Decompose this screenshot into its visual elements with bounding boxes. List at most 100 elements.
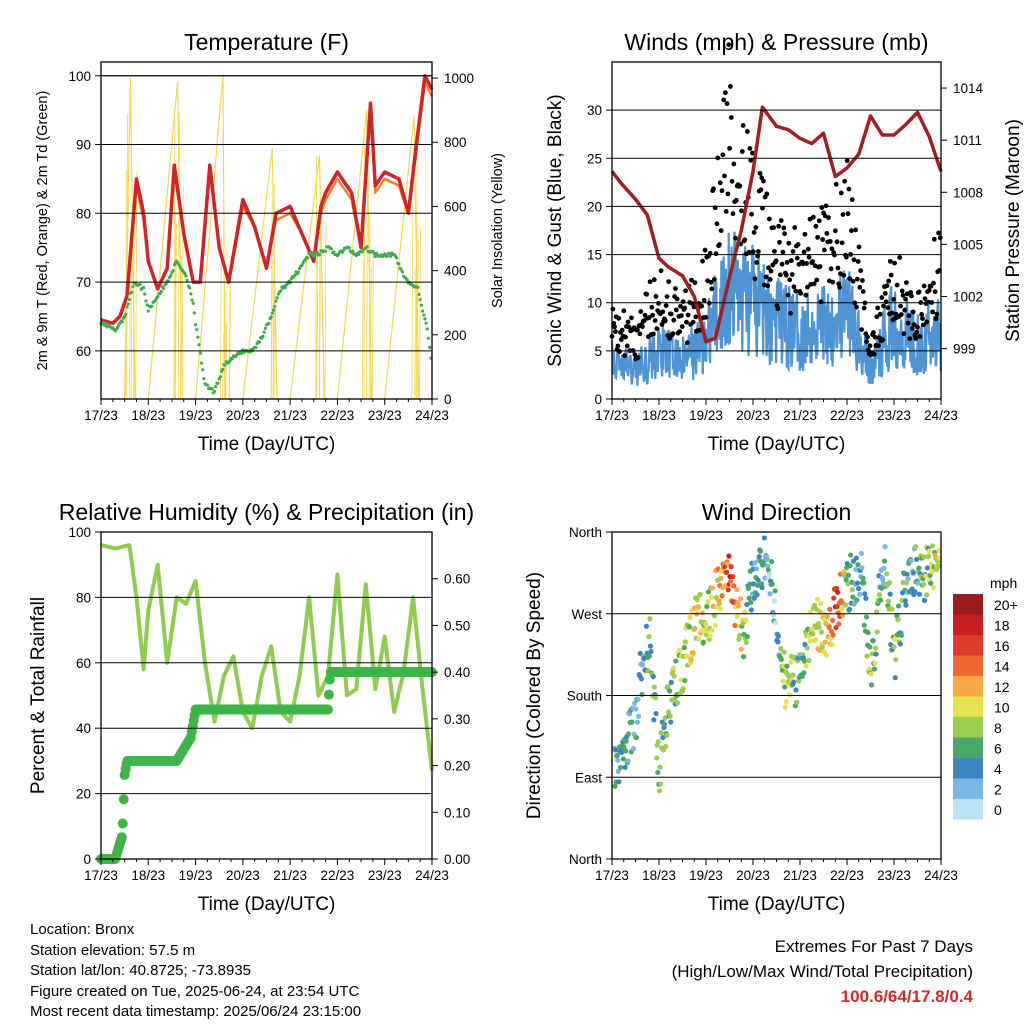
direction-point bbox=[895, 617, 901, 623]
direction-point bbox=[780, 678, 786, 684]
dewpoint-point bbox=[271, 308, 276, 312]
gust-point bbox=[640, 324, 645, 330]
y-right-tick-label: 0.20 bbox=[444, 759, 470, 774]
direction-point bbox=[803, 663, 809, 669]
gust-point bbox=[629, 315, 634, 321]
gust-point bbox=[764, 191, 770, 197]
direction-point bbox=[881, 565, 887, 571]
gust-point bbox=[725, 191, 731, 197]
direction-point bbox=[651, 717, 657, 723]
gust-point bbox=[717, 180, 723, 186]
dewpoint-point bbox=[422, 313, 426, 317]
dewpoint-point bbox=[164, 282, 168, 286]
solar-spike bbox=[222, 333, 224, 400]
gust-point bbox=[921, 283, 927, 289]
gust-point bbox=[823, 203, 829, 209]
gust-point bbox=[775, 306, 781, 312]
dewpoint-point bbox=[120, 320, 124, 324]
direction-point bbox=[769, 581, 775, 587]
gust-point bbox=[684, 319, 689, 325]
gust-point bbox=[917, 334, 923, 339]
x-tick-label: 23/23 bbox=[877, 868, 911, 883]
dewpoint-point bbox=[360, 250, 364, 254]
direction-point bbox=[847, 563, 853, 569]
direction-point bbox=[830, 617, 836, 623]
gust-point bbox=[662, 318, 668, 324]
gust-point bbox=[884, 283, 890, 289]
legend-label: 18 bbox=[994, 618, 1010, 634]
y-right-axis-label: Solar Insolation (Yellow) bbox=[490, 153, 506, 308]
gust-point bbox=[748, 157, 754, 163]
gust-point bbox=[819, 205, 825, 210]
direction-point bbox=[778, 656, 784, 663]
dewpoint-point bbox=[419, 303, 423, 307]
solar-spike bbox=[180, 256, 182, 400]
y-tick-label: 25 bbox=[587, 151, 602, 166]
dewpoint-point bbox=[130, 290, 134, 294]
y-right-tick-label: 0.50 bbox=[444, 618, 470, 633]
direction-point bbox=[723, 569, 730, 575]
direction-point bbox=[816, 624, 822, 630]
gust-point bbox=[902, 307, 908, 313]
gust-point bbox=[750, 249, 756, 255]
direction-point bbox=[673, 658, 679, 664]
direction-point bbox=[621, 743, 627, 750]
direction-point bbox=[912, 544, 919, 550]
gust-point bbox=[835, 265, 841, 271]
gust-point bbox=[790, 249, 796, 254]
direction-point bbox=[697, 591, 703, 597]
gust-point bbox=[744, 129, 750, 134]
gust-point bbox=[900, 292, 906, 298]
gust-point bbox=[692, 280, 698, 286]
solar-spike bbox=[366, 153, 368, 400]
direction-point bbox=[860, 575, 866, 581]
dewpoint-point bbox=[188, 286, 192, 290]
gust-point bbox=[782, 231, 787, 237]
direction-point bbox=[788, 659, 794, 665]
gust-point bbox=[719, 188, 725, 194]
gust-point bbox=[924, 319, 930, 325]
direction-point bbox=[653, 710, 659, 717]
y-axis-label: Direction (Colored By Speed) bbox=[524, 572, 545, 819]
dewpoint-point bbox=[193, 323, 198, 327]
direction-point bbox=[908, 558, 914, 564]
legend-label: 2 bbox=[994, 782, 1002, 798]
direction-point bbox=[654, 755, 660, 761]
direction-point bbox=[886, 580, 893, 586]
gust-point bbox=[765, 283, 771, 289]
legend-label: 4 bbox=[994, 761, 1002, 777]
direction-point bbox=[615, 768, 621, 774]
gust-point bbox=[663, 303, 669, 308]
direction-point bbox=[822, 639, 828, 645]
gust-point bbox=[666, 279, 672, 284]
gust-point bbox=[805, 284, 810, 290]
direction-point bbox=[734, 613, 740, 619]
x-tick-label: 23/23 bbox=[368, 868, 402, 883]
dewpoint-point bbox=[126, 302, 130, 306]
gust-point bbox=[714, 221, 720, 227]
direction-point bbox=[925, 553, 932, 559]
gust-point bbox=[711, 277, 717, 282]
direction-point bbox=[722, 583, 729, 589]
direction-point bbox=[855, 561, 861, 568]
gust-point bbox=[644, 291, 650, 297]
legend-swatch bbox=[953, 737, 983, 758]
direction-point bbox=[661, 721, 668, 728]
direction-point bbox=[920, 581, 927, 588]
gust-point bbox=[886, 278, 892, 284]
direction-point bbox=[761, 535, 767, 541]
direction-point bbox=[712, 613, 718, 619]
direction-point bbox=[648, 648, 654, 655]
gust-point bbox=[826, 215, 831, 221]
x-tick-label: 21/23 bbox=[783, 408, 817, 423]
gust-point bbox=[913, 336, 919, 341]
gust-point bbox=[853, 227, 859, 233]
y-right-tick-label: 1005 bbox=[953, 237, 983, 252]
legend-label: 20+ bbox=[994, 597, 1018, 613]
direction-point bbox=[707, 633, 713, 639]
gust-point bbox=[872, 334, 878, 340]
gust-point bbox=[877, 311, 883, 317]
legend-swatch bbox=[953, 676, 983, 697]
legend-label: 14 bbox=[994, 659, 1010, 675]
